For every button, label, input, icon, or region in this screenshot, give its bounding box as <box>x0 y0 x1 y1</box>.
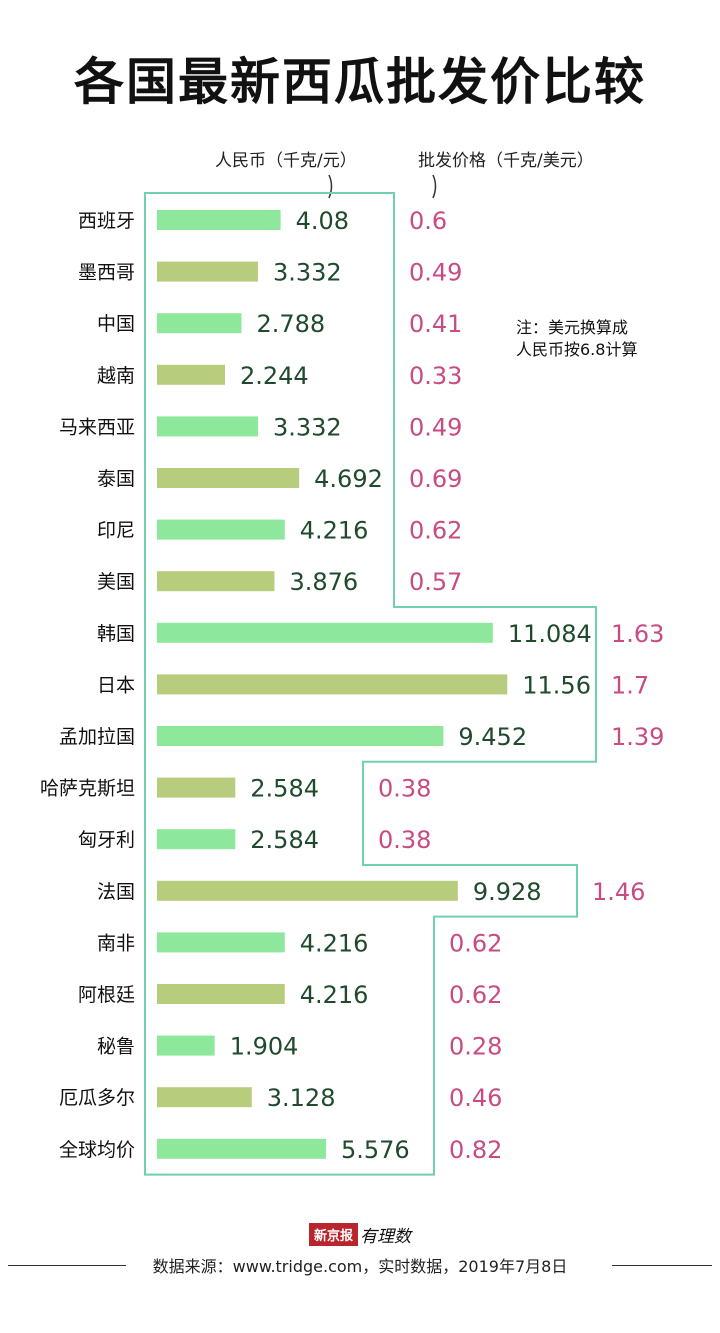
country-label: 墨西哥 <box>78 262 135 284</box>
publisher-logo: 新京报 有理数 <box>0 1222 720 1247</box>
usd-value-label: 0.33 <box>409 362 462 390</box>
country-label: 阿根廷 <box>78 984 135 1006</box>
usd-value-label: 0.28 <box>449 1033 502 1061</box>
rmb-header-pointer <box>328 174 333 199</box>
bar <box>157 984 285 1004</box>
country-label: 美国 <box>97 571 135 593</box>
country-label: 印尼 <box>97 520 135 542</box>
usd-value-label: 0.62 <box>409 517 462 545</box>
rmb-value-label: 9.452 <box>458 723 527 751</box>
rmb-value-label: 3.332 <box>273 259 342 287</box>
footer-divider-right <box>612 1265 712 1266</box>
rmb-column-header: 人民币（千克/元） <box>215 151 357 171</box>
bar <box>157 210 281 230</box>
country-label: 厄瓜多尔 <box>59 1087 135 1109</box>
usd-value-label: 0.41 <box>409 310 462 338</box>
rmb-value-label: 1.904 <box>230 1033 299 1061</box>
country-label: 中国 <box>97 313 135 335</box>
bar <box>157 622 493 643</box>
usd-value-label: 1.63 <box>611 620 664 648</box>
country-label: 马来西亚 <box>59 416 135 438</box>
usd-value-label: 0.38 <box>378 826 431 854</box>
footer-divider-left <box>8 1265 126 1266</box>
bar <box>157 519 285 540</box>
usd-column-header: 批发价格（千克/美元） <box>418 151 594 171</box>
rmb-value-label: 3.332 <box>273 413 342 441</box>
bar <box>157 1035 215 1056</box>
rmb-value-label: 2.584 <box>250 775 319 803</box>
bar <box>157 1087 252 1108</box>
bar <box>157 416 258 437</box>
rmb-value-label: 4.216 <box>300 981 369 1009</box>
country-label: 匈牙利 <box>78 829 135 851</box>
rmb-value-label: 2.584 <box>250 826 319 854</box>
country-label: 西班牙 <box>78 210 135 232</box>
usd-value-label: 0.69 <box>409 465 462 493</box>
country-label: 秘鲁 <box>97 1036 135 1058</box>
data-source: 数据来源：www.tridge.com，实时数据，2019年7月8日 <box>152 1257 568 1276</box>
usd-header-pointer <box>432 174 437 199</box>
rmb-value-label: 4.216 <box>300 929 369 957</box>
bar <box>157 674 508 695</box>
country-label: 全球均价 <box>59 1139 135 1161</box>
usd-value-label: 0.57 <box>409 568 462 596</box>
rmb-value-label: 2.788 <box>256 310 325 338</box>
usd-value-label: 0.82 <box>449 1136 502 1164</box>
logo-text: 有理数 <box>360 1227 411 1247</box>
rmb-value-label: 4.692 <box>314 465 383 493</box>
usd-value-label: 0.49 <box>409 259 462 287</box>
chart-title: 各国最新西瓜批发价比较 <box>74 53 646 111</box>
currency-note: 注：美元换算成 人民币按6.8计算 <box>516 317 637 361</box>
bracket-outline <box>144 192 597 1176</box>
rmb-value-label: 2.244 <box>240 362 309 390</box>
rmb-value-label: 4.216 <box>300 517 369 545</box>
usd-value-label: 0.6 <box>409 207 447 235</box>
country-label: 日本 <box>97 674 135 696</box>
rmb-value-label: 11.084 <box>508 620 592 648</box>
rmb-value-label: 11.56 <box>522 671 591 699</box>
bar <box>157 829 236 850</box>
bar <box>157 777 236 798</box>
bar <box>157 313 242 334</box>
bar <box>157 364 225 385</box>
rmb-value-label: 3.876 <box>289 568 358 596</box>
country-label: 哈萨克斯坦 <box>40 778 135 800</box>
usd-value-label: 0.38 <box>378 775 431 803</box>
usd-value-label: 0.49 <box>409 413 462 441</box>
note-line-1: 注：美元换算成 <box>516 318 629 337</box>
usd-value-label: 0.62 <box>449 981 502 1009</box>
note-line-2: 人民币按6.8计算 <box>516 340 638 359</box>
rmb-value-label: 9.928 <box>473 878 542 906</box>
usd-value-label: 1.39 <box>611 723 664 751</box>
bar <box>157 880 458 901</box>
country-label: 泰国 <box>97 468 135 490</box>
bar <box>157 468 300 488</box>
rmb-value-label: 4.08 <box>296 207 349 235</box>
bar <box>157 261 258 282</box>
country-label: 孟加拉国 <box>59 726 135 748</box>
bar <box>157 1138 326 1159</box>
bar <box>157 726 444 746</box>
bar <box>157 571 275 592</box>
usd-value-label: 0.46 <box>449 1084 502 1112</box>
usd-value-label: 1.46 <box>592 878 645 906</box>
usd-value-label: 0.62 <box>449 929 502 957</box>
bar <box>157 932 285 953</box>
country-label: 南非 <box>97 932 135 954</box>
rmb-value-label: 5.576 <box>341 1136 410 1164</box>
rmb-value-label: 3.128 <box>267 1084 336 1112</box>
country-label: 法国 <box>97 881 135 903</box>
country-label: 越南 <box>97 365 135 387</box>
logo-box: 新京报 <box>308 1223 358 1246</box>
usd-value-label: 1.7 <box>611 671 649 699</box>
country-label: 韩国 <box>97 623 135 645</box>
bar-chart: 西班牙 4.08 0.6 墨西哥 3.332 0.49 中国 2.788 0.41 越南 2.244… <box>40 174 664 1176</box>
